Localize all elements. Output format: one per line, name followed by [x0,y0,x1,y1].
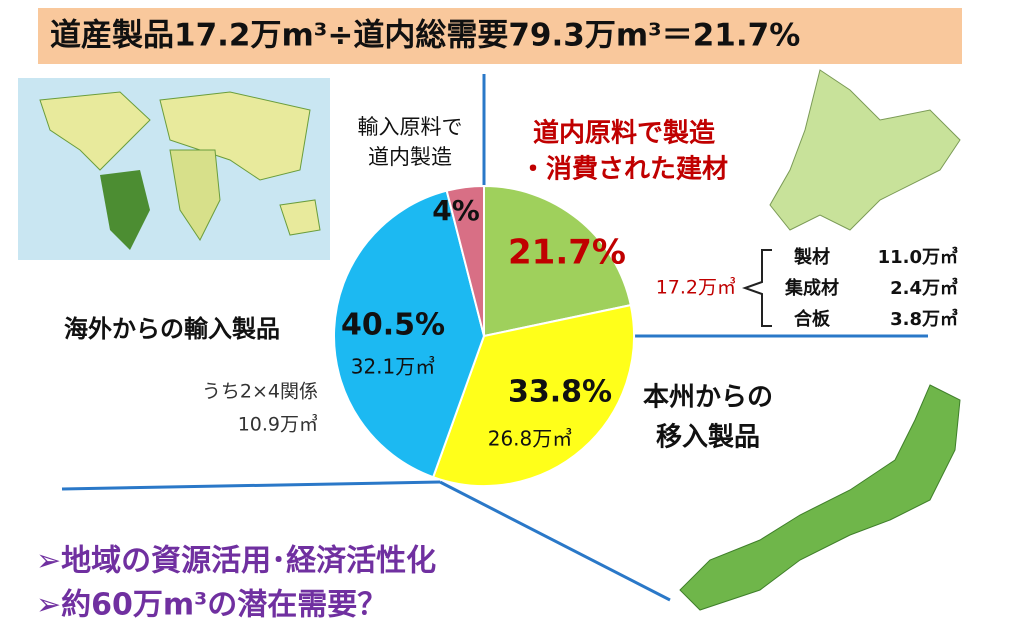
value-label: 40.5% [341,308,445,343]
japan-map [679,384,961,611]
bullet: ➢約60万m³の潜在需要？ [36,588,387,623]
amount-label: うち2×4関係 [202,381,318,403]
pie-slice [445,184,485,337]
pie-slice [431,303,635,487]
slice-name: 移入製品 [656,423,760,453]
chart-title: 道産製品17.2万m³÷道内総需要79.3万m³＝21.7% [50,18,800,54]
breakdown-amount: 2.4万㎥ [890,277,958,299]
world-map [18,78,330,260]
amount-label: 17.2万㎥ [656,277,736,299]
hokkaido-map [769,69,961,231]
slice-name: 本州からの [643,383,773,413]
value-label: 33.8% [508,375,612,410]
slice-name: 道内製造 [368,145,452,169]
pie-slice [483,184,632,338]
amount-label: 26.8万㎥ [488,427,573,451]
breakdown-name: 製材 [793,246,830,268]
slice-name: 輸入原料で [358,115,463,139]
pie: 21.7% 33.8% 40.5% 4% [333,184,635,487]
breakdown-amount: 3.8万㎥ [890,308,958,330]
slice-name: ・消費された建材 [520,155,728,185]
breakdown-name: 集成材 [784,277,839,299]
title-banner [38,8,962,64]
breakdown-amount: 11.0万㎥ [878,246,958,268]
slice-name: 道内原料で製造 [533,118,715,149]
breakdown-name: 合板 [794,308,831,330]
bullet: ➢地域の資源活用･経済活性化 [36,544,436,579]
pie-slice [333,189,486,479]
bracket [741,249,772,327]
amount-label: 32.1万㎥ [351,355,436,379]
divider-lines [61,74,928,602]
amount-label: 10.9万㎥ [238,414,318,436]
slice-name: 海外からの輸入製品 [64,315,280,343]
value-label: 21.7% [508,233,626,273]
value-label: 4% [432,194,480,227]
